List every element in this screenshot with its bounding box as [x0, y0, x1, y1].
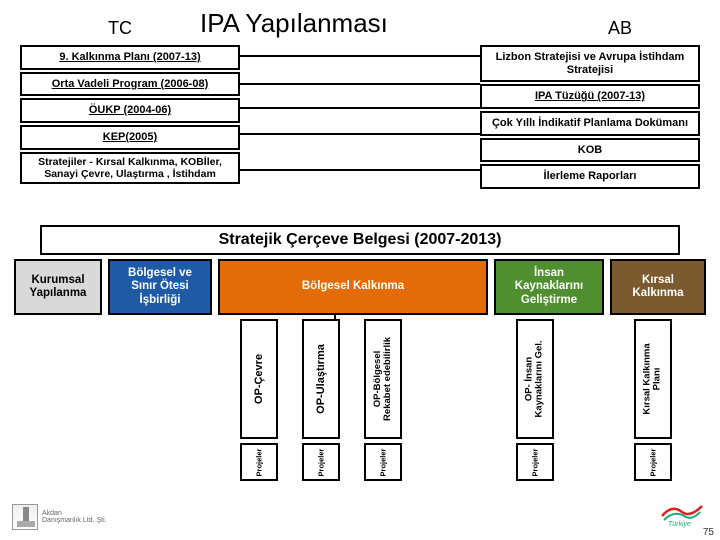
cat-orange: Bölgesel Kalkınma — [218, 259, 488, 315]
title-main: IPA Yapılanması — [200, 8, 560, 39]
right-box-2: IPA Tüzüğü (2007-13) — [480, 84, 700, 109]
op-col-cevre: OP-Çevre Projeler — [240, 319, 278, 481]
op-label: OP-Çevre — [253, 354, 265, 404]
op-col-ulas: OP-Ulaştırma Projeler — [302, 319, 340, 481]
connector-line — [240, 83, 480, 85]
mid-title: Stratejik Çerçeve Belgesi (2007-2013) — [40, 225, 680, 255]
left-box-2: Orta Vadeli Program (2006-08) — [20, 72, 240, 97]
proj-box: Projeler — [516, 443, 554, 481]
logo-turkiye: Türkiye — [660, 498, 706, 528]
op-box: OP- İnsan Kaynaklarını Gel. — [516, 319, 554, 439]
right-box-3: Çok Yıllı İndikatif Planlama Dokümanı — [480, 111, 700, 136]
right-box-4: KOB — [480, 138, 700, 163]
proj-box: Projeler — [240, 443, 278, 481]
logo-text: AkdanDanışmanlık Ltd. Şti. — [42, 510, 107, 524]
proj-label: Projeler — [379, 448, 388, 476]
op-col-bolge: OP-Bölgesel Rekabet edebilirlik Projeler — [364, 319, 402, 481]
right-column: Lizbon Stratejisi ve Avrupa İstihdam Str… — [480, 45, 700, 189]
left-box-5: Stratejiler - Kırsal Kalkınma, KOBİler, … — [20, 152, 240, 184]
op-label: Kırsal Kalkınma Planı — [643, 343, 663, 414]
op-box: Kırsal Kalkınma Planı — [634, 319, 672, 439]
left-column: 9. Kalkınma Planı (2007-13) Orta Vadeli … — [20, 45, 240, 184]
proj-label: Projeler — [649, 448, 658, 476]
lighthouse-icon — [12, 504, 38, 530]
title-ab: AB — [580, 18, 660, 39]
proj-box: Projeler — [364, 443, 402, 481]
connector-line — [240, 107, 480, 109]
cat-green: İnsan Kaynaklarını Geliştirme — [494, 259, 604, 315]
op-col-kirsal: Kırsal Kalkınma Planı Projeler — [634, 319, 672, 481]
page-number: 75 — [703, 527, 714, 538]
op-label: OP- İnsan Kaynaklarını Gel. — [525, 340, 545, 417]
connector-line — [240, 133, 480, 135]
op-box: OP-Çevre — [240, 319, 278, 439]
title-row: TC IPA Yapılanması AB — [0, 0, 720, 41]
cat-blue: Bölgesel ve Sınır Ötesi İşbirliği — [108, 259, 212, 315]
connector-line — [240, 55, 480, 57]
proj-label: Projeler — [531, 448, 540, 476]
right-box-5: İlerleme Raporları — [480, 164, 700, 189]
svg-text:Türkiye: Türkiye — [668, 521, 691, 528]
proj-label: Projeler — [317, 448, 326, 476]
op-box: OP-Ulaştırma — [302, 319, 340, 439]
op-col-insan: OP- İnsan Kaynaklarını Gel. Projeler — [516, 319, 554, 481]
connector-line — [240, 169, 480, 171]
proj-label: Projeler — [255, 448, 264, 476]
connectors — [240, 41, 480, 219]
op-box: OP-Bölgesel Rekabet edebilirlik — [364, 319, 402, 439]
proj-box: Projeler — [302, 443, 340, 481]
left-box-3: ÖUKP (2004-06) — [20, 98, 240, 123]
op-label-line2: Kaynaklarını Gel. — [534, 340, 545, 417]
op-label: OP-Ulaştırma — [315, 344, 327, 414]
proj-box: Projeler — [634, 443, 672, 481]
title-tc: TC — [60, 18, 180, 39]
left-box-4: KEP(2005) — [20, 125, 240, 150]
category-row: Kurumsal Yapılanma Bölgesel ve Sınır Öte… — [14, 259, 706, 315]
cat-brown: Kırsal Kalkınma — [610, 259, 706, 315]
op-label-line2: Rekabet edebilirlik — [382, 337, 393, 421]
columns-area: OP-Çevre Projeler OP-Ulaştırma Projeler … — [14, 319, 706, 499]
op-label: OP-Bölgesel Rekabet edebilirlik — [373, 337, 393, 421]
op-label-line2: Planı — [652, 368, 663, 391]
logo-akdan: AkdanDanışmanlık Ltd. Şti. — [12, 504, 107, 530]
left-box-1: 9. Kalkınma Planı (2007-13) — [20, 45, 240, 70]
right-box-1: Lizbon Stratejisi ve Avrupa İstihdam Str… — [480, 45, 700, 82]
cat-gray: Kurumsal Yapılanma — [14, 259, 102, 315]
top-section: 9. Kalkınma Planı (2007-13) Orta Vadeli … — [20, 41, 700, 219]
